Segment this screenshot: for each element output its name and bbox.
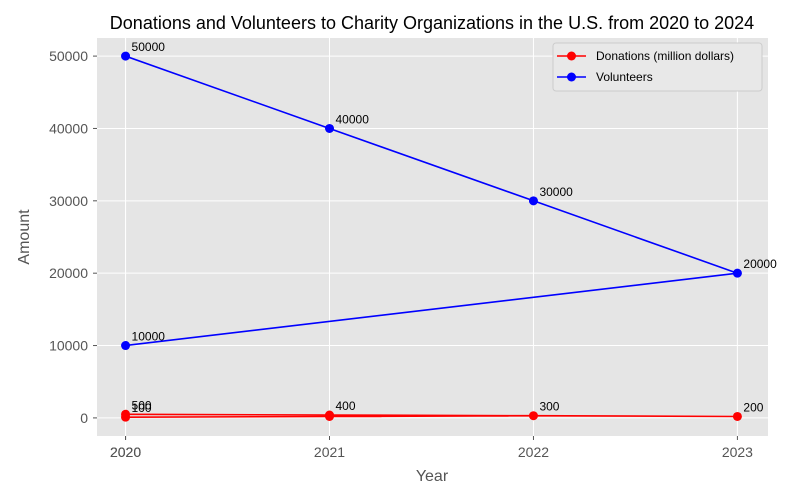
legend: Donations (million dollars) Volunteers bbox=[553, 43, 762, 91]
y-tick-label: 50000 bbox=[49, 48, 88, 64]
x-tick-label: 2021 bbox=[314, 444, 345, 460]
data-point bbox=[121, 410, 130, 419]
data-point bbox=[325, 124, 334, 133]
y-tick-label: 30000 bbox=[49, 193, 88, 209]
data-point bbox=[325, 411, 334, 420]
data-point bbox=[121, 341, 130, 350]
x-tick-label: 2023 bbox=[722, 444, 753, 460]
legend-label: Donations (million dollars) bbox=[596, 49, 734, 63]
data-label: 300 bbox=[539, 400, 559, 414]
y-tick-label: 40000 bbox=[49, 120, 88, 136]
data-point bbox=[733, 269, 742, 278]
data-point bbox=[121, 52, 130, 61]
data-label: 400 bbox=[336, 399, 356, 413]
data-label: 10000 bbox=[132, 330, 166, 344]
y-tick-label: 0 bbox=[80, 410, 88, 426]
data-label: 500 bbox=[132, 398, 152, 412]
x-tick-label: 2020 bbox=[110, 444, 141, 460]
y-axis-label: Amount bbox=[16, 209, 33, 265]
data-point bbox=[733, 412, 742, 421]
x-axis-label: Year bbox=[416, 468, 449, 485]
data-label: 30000 bbox=[539, 185, 573, 199]
data-label: 20000 bbox=[743, 257, 777, 271]
y-tick-label: 10000 bbox=[49, 338, 88, 354]
legend-marker bbox=[567, 73, 576, 82]
data-label: 50000 bbox=[132, 40, 166, 54]
plot-background bbox=[97, 38, 768, 436]
data-label: 40000 bbox=[336, 112, 370, 126]
data-point bbox=[529, 196, 538, 205]
chart-title: Donations and Volunteers to Charity Orga… bbox=[110, 13, 754, 33]
x-tick-label: 2022 bbox=[518, 444, 549, 460]
data-label: 200 bbox=[743, 400, 763, 414]
data-point bbox=[529, 411, 538, 420]
legend-label: Volunteers bbox=[596, 70, 653, 84]
legend-marker bbox=[567, 52, 576, 61]
y-tick-label: 20000 bbox=[49, 265, 88, 281]
